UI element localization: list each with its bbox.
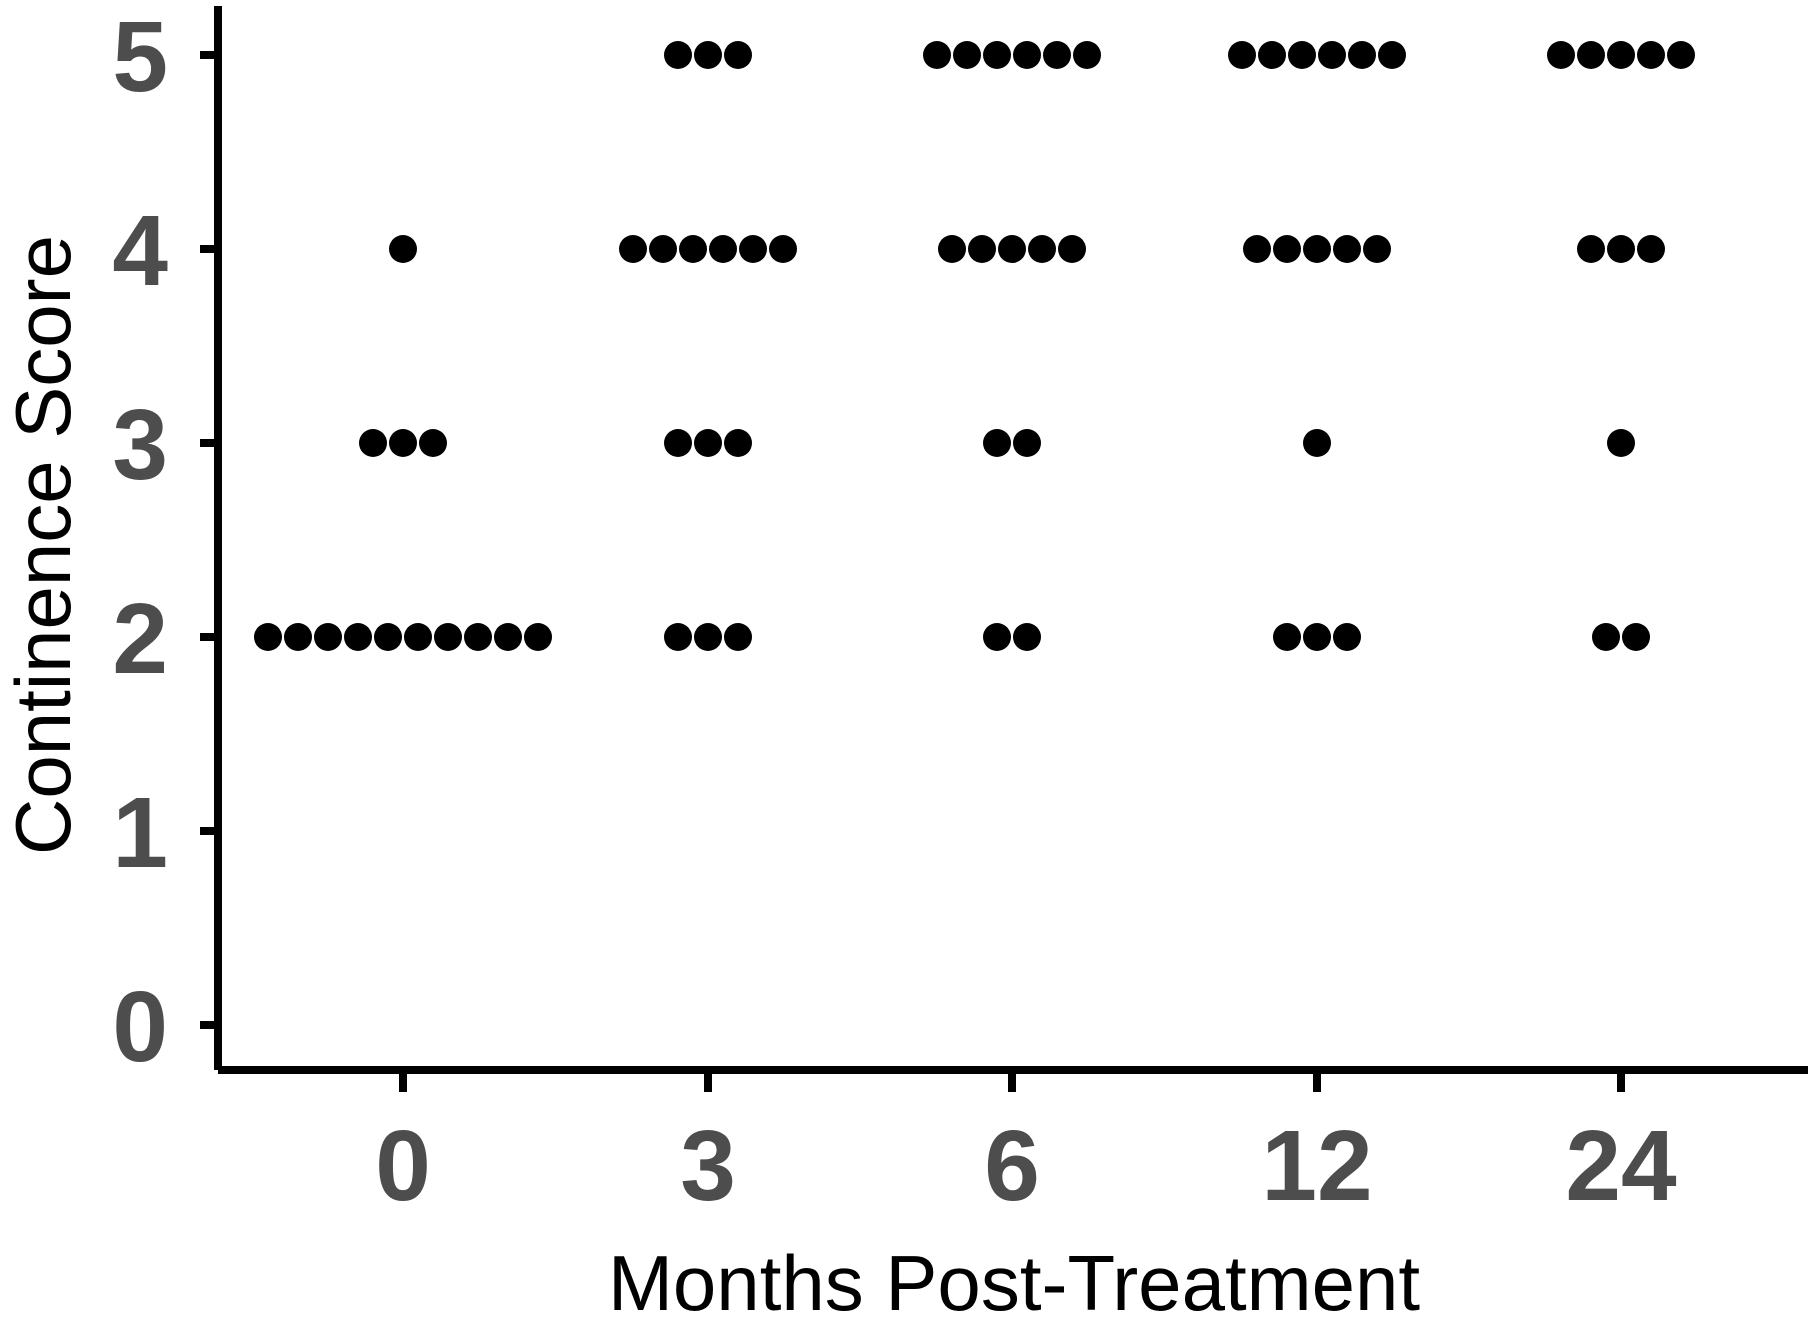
data-point — [374, 623, 402, 651]
y-tick-label: 1 — [112, 777, 168, 889]
x-tick-label: 12 — [1261, 1110, 1372, 1222]
data-point — [664, 41, 692, 69]
data-point — [938, 235, 966, 263]
data-point — [1607, 41, 1635, 69]
data-point — [739, 235, 767, 263]
data-point — [359, 429, 387, 457]
data-point — [1333, 235, 1361, 263]
x-tick-label: 3 — [680, 1110, 736, 1222]
y-tick-label: 2 — [112, 583, 168, 695]
data-point — [1622, 623, 1650, 651]
axes — [214, 6, 1808, 1074]
data-point — [434, 623, 462, 651]
data-point — [694, 41, 722, 69]
data-points — [254, 41, 1695, 651]
data-point — [1318, 41, 1346, 69]
data-point — [1013, 623, 1041, 651]
y-tick-label: 5 — [112, 1, 168, 113]
data-point — [769, 235, 797, 263]
data-point — [724, 623, 752, 651]
data-point — [1547, 41, 1575, 69]
data-point — [724, 41, 752, 69]
data-point — [664, 623, 692, 651]
data-point — [619, 235, 647, 263]
y-tick-label: 4 — [112, 195, 168, 307]
data-point — [314, 623, 342, 651]
data-point — [1013, 41, 1041, 69]
data-point — [404, 623, 432, 651]
data-point — [1303, 235, 1331, 263]
data-point — [664, 429, 692, 457]
data-point — [998, 235, 1026, 263]
data-point — [1607, 429, 1635, 457]
data-point — [1288, 41, 1316, 69]
data-point — [1258, 41, 1286, 69]
data-point — [983, 41, 1011, 69]
y-tick-label: 3 — [112, 389, 168, 501]
data-point — [1378, 41, 1406, 69]
data-point — [419, 429, 447, 457]
y-axis-title: Continence Score — [0, 235, 87, 855]
data-point — [968, 235, 996, 263]
data-point — [953, 41, 981, 69]
x-axis-title: Months Post-Treatment — [608, 1239, 1420, 1322]
data-point — [1637, 41, 1665, 69]
data-point — [679, 235, 707, 263]
x-tick-label: 24 — [1565, 1110, 1677, 1222]
data-point — [1228, 41, 1256, 69]
data-point — [649, 235, 677, 263]
y-tick-label: 0 — [112, 971, 168, 1083]
x-tick-label: 0 — [375, 1110, 431, 1222]
data-point — [1303, 623, 1331, 651]
data-point — [983, 623, 1011, 651]
data-point — [389, 429, 417, 457]
data-point — [694, 623, 722, 651]
data-point — [923, 41, 951, 69]
data-point — [254, 623, 282, 651]
data-point — [1073, 41, 1101, 69]
data-point — [524, 623, 552, 651]
data-point — [1577, 41, 1605, 69]
data-point — [1592, 623, 1620, 651]
data-point — [724, 429, 752, 457]
data-point — [1333, 623, 1361, 651]
data-point — [1058, 235, 1086, 263]
data-point — [389, 235, 417, 263]
data-point — [1043, 41, 1071, 69]
data-point — [284, 623, 312, 651]
data-point — [1363, 235, 1391, 263]
data-point — [1273, 623, 1301, 651]
data-point — [1013, 429, 1041, 457]
data-point — [983, 429, 1011, 457]
data-point — [694, 429, 722, 457]
data-point — [1273, 235, 1301, 263]
data-point — [1243, 235, 1271, 263]
data-point — [1667, 41, 1695, 69]
data-point — [709, 235, 737, 263]
data-point — [1577, 235, 1605, 263]
x-tick-label: 6 — [984, 1110, 1040, 1222]
data-point — [1303, 429, 1331, 457]
data-point — [1637, 235, 1665, 263]
data-point — [1607, 235, 1635, 263]
data-point — [1028, 235, 1056, 263]
data-point — [494, 623, 522, 651]
data-point — [344, 623, 372, 651]
data-point — [1348, 41, 1376, 69]
data-point — [464, 623, 492, 651]
